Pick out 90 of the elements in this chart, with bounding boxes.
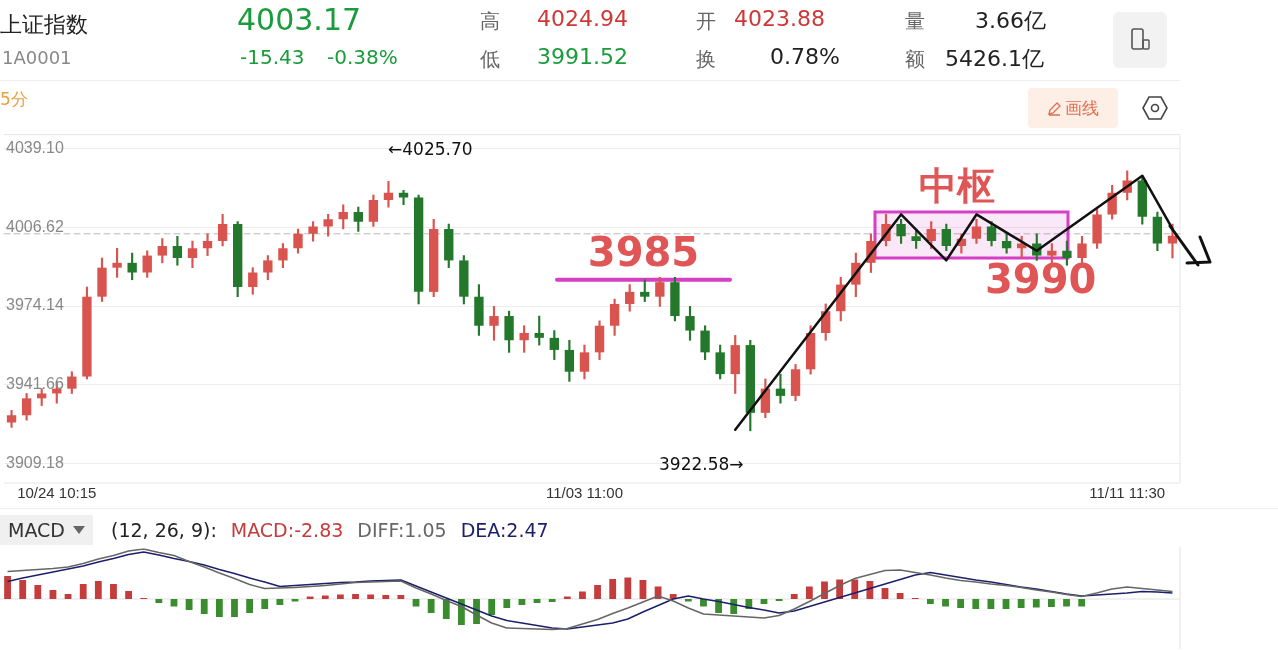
bar xyxy=(624,577,632,599)
bar xyxy=(896,593,904,599)
x-tick-label: 11/03 11:00 xyxy=(545,484,623,502)
text: 上证指数 xyxy=(0,11,88,39)
text: 5分 xyxy=(0,88,28,111)
annotation: ←4025.70 xyxy=(388,139,473,159)
bar xyxy=(805,586,813,599)
bar xyxy=(19,580,27,599)
candlestick xyxy=(383,180,394,208)
bar xyxy=(987,599,995,609)
bar xyxy=(185,599,193,610)
text: 5426.1亿 xyxy=(945,45,1044,73)
bar xyxy=(200,599,208,614)
bar xyxy=(821,581,828,599)
bar xyxy=(1078,599,1086,607)
bar xyxy=(110,584,117,599)
candlestick xyxy=(775,373,786,404)
bar xyxy=(1048,599,1055,607)
bar xyxy=(957,599,965,608)
bar xyxy=(412,599,420,607)
bar xyxy=(866,581,874,599)
annotation: 3922.58→ xyxy=(659,454,744,474)
text: 1A0001 xyxy=(2,47,72,68)
bar xyxy=(548,599,556,602)
bar xyxy=(1032,599,1040,608)
bar xyxy=(276,599,284,605)
text: 量 xyxy=(905,8,925,35)
ref-line-label: 3985 xyxy=(587,229,700,276)
bar xyxy=(442,599,450,619)
bar xyxy=(790,594,798,599)
text: 额 xyxy=(905,46,925,73)
bar xyxy=(427,599,435,613)
bar xyxy=(291,599,299,602)
bar xyxy=(579,591,586,599)
text: MACD xyxy=(8,519,65,541)
bar xyxy=(926,599,934,604)
bar xyxy=(700,599,707,607)
candlestick xyxy=(398,189,409,206)
bar xyxy=(942,599,949,607)
bar xyxy=(1017,599,1025,608)
text: 高 xyxy=(480,8,500,35)
annotation: 3990 xyxy=(985,256,1097,302)
text: -15.43 xyxy=(240,45,305,69)
bar xyxy=(215,599,223,617)
bar xyxy=(34,585,42,599)
text: 0.78% xyxy=(770,44,840,69)
text: 低 xyxy=(480,46,500,73)
y-tick-label: 3941.66 xyxy=(6,375,64,393)
text: 开 xyxy=(696,8,716,35)
y-tick-label: 4039.10 xyxy=(6,139,64,157)
x-tick-label: 10/24 10:15 xyxy=(17,484,97,502)
y-tick-label: 3974.14 xyxy=(6,296,64,314)
bar xyxy=(594,585,601,599)
text: -0.38% xyxy=(327,45,398,69)
text: 3.66亿 xyxy=(975,7,1046,35)
bar xyxy=(125,591,132,599)
bar xyxy=(382,595,390,599)
band-label: 中枢 xyxy=(918,163,995,208)
bar xyxy=(503,599,511,608)
bar xyxy=(79,584,87,599)
bar xyxy=(170,599,178,607)
bar xyxy=(94,581,102,599)
text: DIFF:1.05 xyxy=(357,519,447,541)
bar xyxy=(4,576,11,599)
x-tick-label: 11/11 11:30 xyxy=(1089,484,1166,502)
text: 4024.94 xyxy=(537,6,628,31)
bar xyxy=(231,599,238,617)
text: MACD:-2.83 xyxy=(230,519,344,541)
bar xyxy=(155,599,163,603)
text: 4023.88 xyxy=(734,6,825,31)
candlestick xyxy=(202,233,213,256)
y-tick-label: 4006.62 xyxy=(6,217,64,235)
y-tick-label: 3909.18 xyxy=(6,453,64,471)
bar xyxy=(397,595,405,599)
bar xyxy=(1063,599,1070,607)
bar xyxy=(684,599,692,602)
bar xyxy=(609,579,617,599)
text: 3991.52 xyxy=(537,44,628,69)
bar xyxy=(246,599,254,613)
text: 画线 xyxy=(1065,96,1099,120)
text: 换 xyxy=(696,46,716,73)
bar xyxy=(261,599,269,609)
bar xyxy=(352,594,359,599)
text: 4003.17 xyxy=(237,2,362,37)
bar xyxy=(488,599,496,615)
text: DEA:2.47 xyxy=(460,519,549,541)
bar xyxy=(972,599,980,609)
bar xyxy=(336,594,344,599)
bar xyxy=(367,594,375,599)
text: (12, 26, 9): xyxy=(110,519,217,541)
